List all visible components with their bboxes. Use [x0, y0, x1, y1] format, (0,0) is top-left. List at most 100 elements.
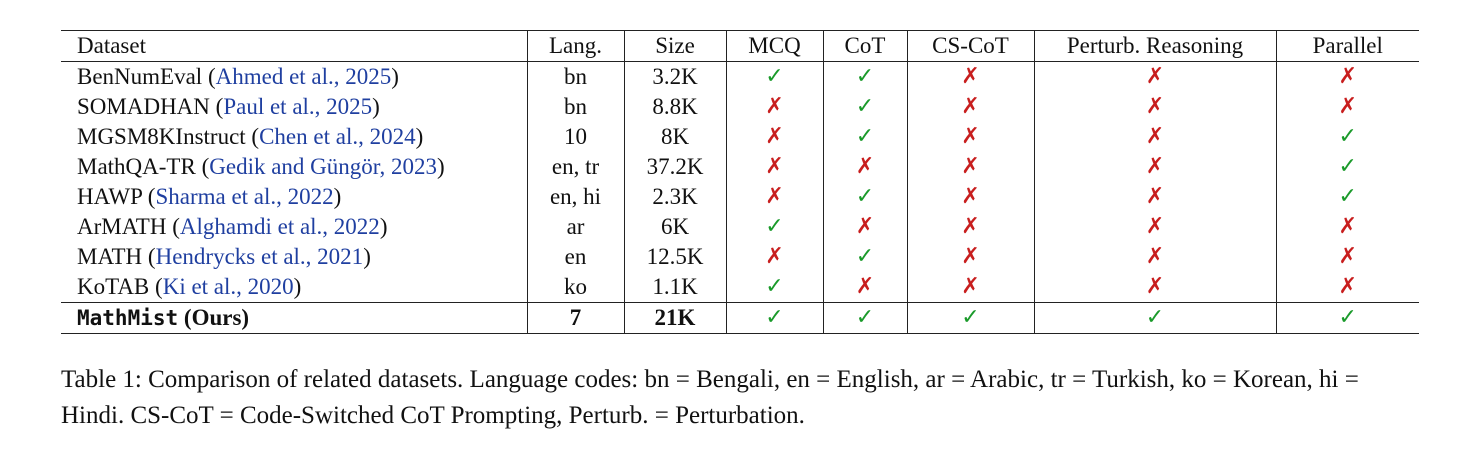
cite-open: ( — [202, 64, 216, 89]
cs-cot-mark: ✗ — [906, 242, 1035, 272]
citation-link[interactable]: Hendrycks et al., 2021 — [155, 244, 364, 269]
parallel-mark: ✗ — [1275, 92, 1419, 122]
dataset-cell: MathMist (Ours) — [61, 302, 528, 334]
cite-open: ( — [142, 244, 156, 269]
dataset-name: MATH — [77, 244, 143, 269]
cite-close: ) — [293, 274, 302, 299]
table-header-row: Dataset Lang. Size MCQ CoT CS-CoT Pertur… — [61, 30, 1419, 62]
cs-cot-mark: ✗ — [906, 122, 1035, 152]
size-cell: 1.1K — [623, 272, 727, 303]
perturb-mark: ✗ — [1033, 182, 1277, 212]
perturb-mark: ✗ — [1033, 92, 1277, 122]
cot-mark: ✓ — [822, 61, 908, 92]
citation-link[interactable]: Sharma et al., 2022 — [155, 184, 334, 209]
cot-mark: ✓ — [822, 302, 908, 334]
cite-open: ( — [245, 124, 260, 149]
mcq-mark: ✓ — [725, 212, 824, 242]
header-perturb-reasoning: Perturb. Reasoning — [1033, 30, 1277, 62]
size-cell: 3.2K — [623, 61, 727, 92]
cot-mark: ✓ — [822, 92, 908, 122]
comparison-table-container: Dataset Lang. Size MCQ CoT CS-CoT Pertur… — [61, 30, 1419, 334]
cite-close: ) — [437, 154, 445, 179]
size-cell: 2.3K — [623, 182, 727, 212]
cot-mark: ✗ — [822, 212, 908, 242]
dataset-name: ArMATH — [77, 214, 167, 239]
cs-cot-mark: ✗ — [906, 272, 1035, 303]
comparison-table: Dataset Lang. Size MCQ CoT CS-CoT Pertur… — [61, 30, 1419, 334]
dataset-cell: SOMADHAN (Paul et al., 2025) — [61, 92, 528, 122]
cite-open: ( — [149, 274, 163, 299]
dataset-name: MathQA-TR — [77, 154, 196, 179]
cot-mark: ✓ — [822, 242, 908, 272]
header-dataset: Dataset — [61, 30, 528, 62]
cite-close: ) — [372, 94, 380, 119]
parallel-mark: ✗ — [1275, 212, 1419, 242]
mcq-mark: ✗ — [725, 152, 824, 182]
cite-close: ) — [379, 214, 388, 239]
cite-open: ( — [195, 154, 210, 179]
header-cot: CoT — [822, 30, 908, 62]
citation-link[interactable]: Chen et al., 2024 — [259, 124, 416, 149]
lang-cell: 10 — [526, 122, 625, 152]
size-cell: 6K — [623, 212, 727, 242]
dataset-name-ours: MathMist — [77, 306, 179, 330]
dataset-name: KoTAB — [77, 274, 150, 299]
dataset-cell: BenNumEval (Ahmed et al., 2025) — [61, 61, 528, 92]
table-row: BenNumEval (Ahmed et al., 2025) bn 3.2K ✓ ✓ ✗… — [61, 61, 1419, 92]
perturb-mark: ✗ — [1033, 242, 1277, 272]
size-cell: 21K — [623, 302, 727, 334]
cite-open: ( — [209, 94, 224, 119]
citation-link[interactable]: Gedik and Güngör, 2023 — [209, 154, 438, 179]
header-parallel: Parallel — [1275, 30, 1419, 62]
lang-cell: bn — [526, 92, 625, 122]
mcq-mark: ✗ — [725, 92, 824, 122]
table-row: MATH (Hendrycks et al., 2021) en 12.5K ✗ ✓ ✗ ✗… — [61, 242, 1419, 272]
dataset-cell: MATH (Hendrycks et al., 2021) — [61, 242, 528, 272]
mcq-mark: ✗ — [725, 122, 824, 152]
dataset-cell: KoTAB (Ki et al., 2020) — [61, 272, 528, 303]
size-cell: 12.5K — [623, 242, 727, 272]
perturb-mark: ✗ — [1033, 152, 1277, 182]
citation-link[interactable]: Ahmed et al., 2025 — [215, 64, 392, 89]
table-body: BenNumEval (Ahmed et al., 2025) bn 3.2K ✓ ✓ ✗… — [61, 61, 1419, 334]
cs-cot-mark: ✗ — [906, 61, 1035, 92]
ours-suffix: (Ours) — [178, 305, 250, 330]
dataset-cell: HAWP (Sharma et al., 2022) — [61, 182, 528, 212]
table-row: SOMADHAN (Paul et al., 2025) bn 8.8K ✗ ✓ ✗ ✗ ✗ — [61, 92, 1419, 122]
citation-link[interactable]: Alghamdi et al., 2022 — [179, 214, 380, 239]
mcq-mark: ✗ — [725, 242, 824, 272]
mcq-mark: ✗ — [725, 182, 824, 212]
parallel-mark: ✓ — [1275, 302, 1419, 334]
ours-row: MathMist (Ours) 7 21K ✓ ✓ ✓ ✓ ✓ — [61, 302, 1419, 334]
perturb-mark: ✗ — [1033, 212, 1277, 242]
cs-cot-mark: ✗ — [906, 182, 1035, 212]
dataset-name: HAWP — [77, 184, 143, 209]
perturb-mark: ✗ — [1033, 122, 1277, 152]
lang-cell: ar — [526, 212, 625, 242]
cs-cot-mark: ✗ — [906, 212, 1035, 242]
lang-cell: 7 — [526, 302, 625, 334]
lang-cell: en, tr — [526, 152, 625, 182]
lang-cell: ko — [526, 272, 625, 303]
citation-link[interactable]: Paul et al., 2025 — [223, 94, 373, 119]
dataset-name: BenNumEval — [77, 64, 203, 89]
table-row: MathQA-TR (Gedik and Güngör, 2023) en, tr… — [61, 152, 1419, 182]
perturb-mark: ✗ — [1033, 61, 1277, 92]
lang-cell: bn — [526, 61, 625, 92]
table-row: HAWP (Sharma et al., 2022) en, hi 2.3K ✗ ✓ ✗ ✗… — [61, 182, 1419, 212]
header-cs-cot: CS-CoT — [906, 30, 1035, 62]
table-row: MGSM8KInstruct (Chen et al., 2024) 10 8K ✗ ✓… — [61, 122, 1419, 152]
cot-mark: ✗ — [822, 272, 908, 303]
size-cell: 37.2K — [623, 152, 727, 182]
cite-close: ) — [333, 184, 342, 209]
citation-link[interactable]: Ki et al., 2020 — [162, 274, 294, 299]
mcq-mark: ✓ — [725, 302, 824, 334]
table-row: ArMATH (Alghamdi et al., 2022) ar 6K ✓ ✗ ✗ ✗ ✗ — [61, 212, 1419, 242]
perturb-mark: ✓ — [1033, 302, 1277, 334]
dataset-name: MGSM8KInstruct — [77, 124, 246, 149]
cot-mark: ✓ — [822, 122, 908, 152]
mcq-mark: ✓ — [725, 61, 824, 92]
header-lang: Lang. — [526, 30, 625, 62]
cite-close: ) — [415, 124, 424, 149]
cs-cot-mark: ✓ — [906, 302, 1035, 334]
